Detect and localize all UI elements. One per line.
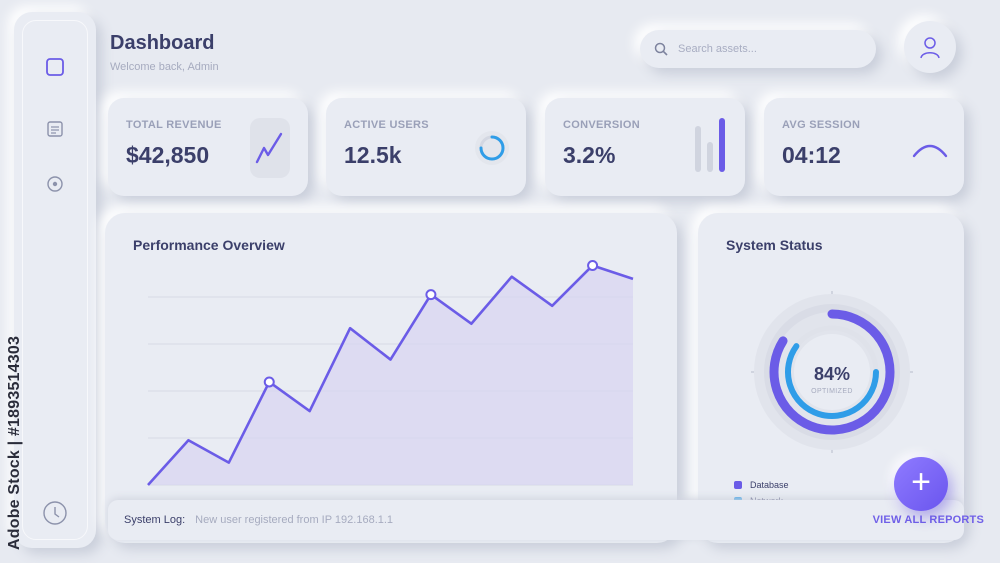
gauge-track (764, 304, 900, 440)
avatar[interactable] (904, 21, 956, 73)
search-icon (654, 42, 668, 56)
panel-title: System Status (726, 237, 823, 253)
watermark-text: Adobe Stock | #1893514303 (6, 335, 23, 550)
gauge-inner-arc (785, 343, 879, 419)
stat-label: ACTIVE USERS (344, 119, 429, 131)
stat-value: 04:12 (782, 142, 841, 168)
chart-point-marker[interactable] (587, 259, 599, 271)
clock-icon[interactable] (42, 500, 68, 526)
panel-title: Performance Overview (133, 237, 285, 253)
stat-value: $42,850 (126, 142, 210, 168)
user-icon (920, 37, 940, 59)
bar-chart-icon (695, 118, 725, 172)
stat-label: AVG SESSION (782, 119, 861, 131)
log-message: New user registered from IP 192.168.1.1 (195, 514, 394, 526)
stat-value: 12.5k (344, 142, 402, 168)
performance-panel: Performance Overview (105, 213, 677, 543)
view-all-reports-link[interactable]: VIEW ALL REPORTS (872, 514, 984, 526)
legend-item-database: Database (734, 477, 789, 493)
stat-label: TOTAL REVENUE (126, 119, 222, 131)
legend-label: Database (750, 480, 789, 490)
stat-card-revenue[interactable]: TOTAL REVENUE $42,850 (108, 98, 308, 196)
page-subtitle: Welcome back, Admin (110, 61, 219, 73)
stat-card-conversion[interactable]: CONVERSION 3.2% (545, 98, 745, 196)
chart-point-marker[interactable] (263, 376, 275, 388)
system-log-bar: System Log: New user registered from IP … (108, 500, 984, 540)
performance-chart (147, 259, 634, 486)
log-label: System Log: (124, 514, 186, 526)
trend-up-icon (255, 132, 283, 164)
stat-card-users[interactable]: ACTIVE USERS 12.5k (326, 98, 526, 196)
add-button[interactable]: + (894, 457, 948, 511)
gauge-label: OPTIMIZED (811, 388, 853, 395)
sidebar (14, 12, 96, 548)
gauge-value: 84% (813, 364, 851, 384)
target-icon[interactable] (45, 174, 65, 194)
chart-point-marker[interactable] (425, 289, 437, 301)
search-bar[interactable] (640, 30, 876, 68)
stat-label: CONVERSION (563, 119, 640, 131)
status-gauge (751, 291, 913, 453)
legend-swatch (734, 481, 742, 489)
square-icon[interactable] (45, 57, 65, 77)
page-title: Dashboard (110, 32, 215, 54)
gauge-progress-arc (769, 309, 895, 435)
document-icon[interactable] (45, 119, 65, 139)
sparkline-tile (250, 118, 290, 178)
stat-card-session[interactable]: AVG SESSION 04:12 (764, 98, 964, 196)
chart-series-line (147, 264, 634, 486)
arc-icon (912, 144, 948, 158)
stat-value: 3.2% (563, 142, 616, 168)
search-input[interactable] (678, 43, 858, 55)
donut-icon (475, 131, 509, 165)
sidebar-inner (22, 20, 88, 540)
chart-area-fill (148, 265, 633, 485)
gauge-center (794, 334, 870, 410)
